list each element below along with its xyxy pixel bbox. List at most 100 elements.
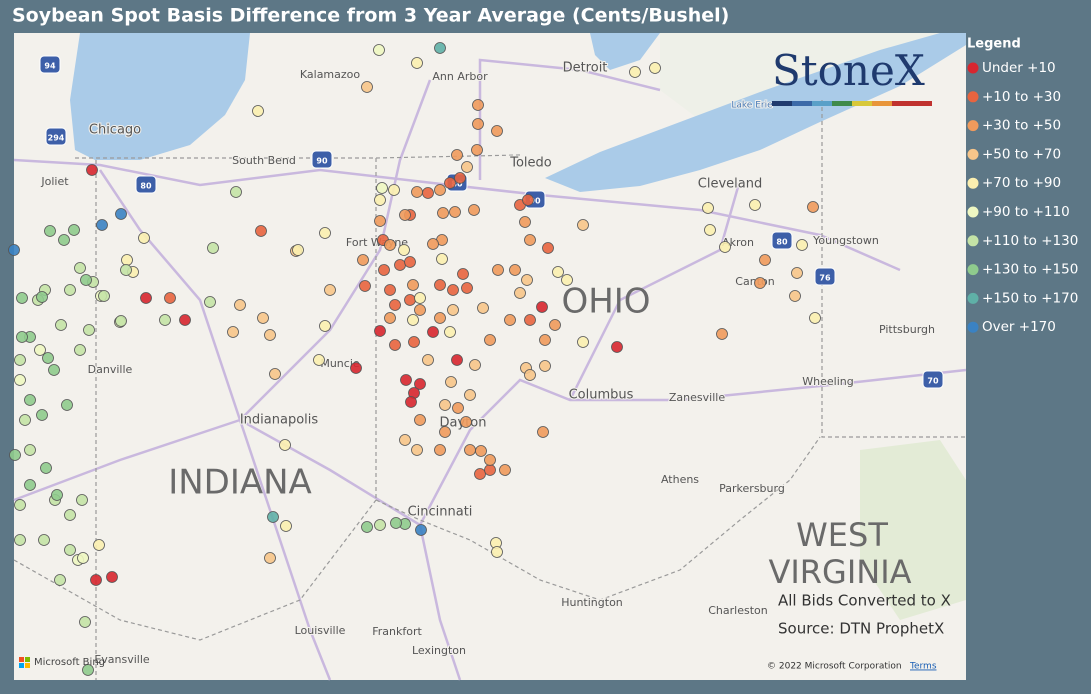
location-marker xyxy=(115,315,127,327)
city-label: Wheeling xyxy=(802,375,853,388)
location-marker xyxy=(319,320,331,332)
highway-number: 76 xyxy=(819,274,831,283)
location-marker xyxy=(519,216,531,228)
location-marker xyxy=(51,489,63,501)
highway-number: 294 xyxy=(48,134,65,143)
location-marker xyxy=(280,520,292,532)
legend-swatch xyxy=(967,62,979,74)
location-marker xyxy=(98,290,110,302)
lake-michigan xyxy=(70,33,250,160)
location-marker xyxy=(234,299,246,311)
legend-label: +70 to +90 xyxy=(982,175,1061,191)
location-marker xyxy=(536,301,548,313)
location-marker xyxy=(61,399,73,411)
location-marker xyxy=(374,215,386,227)
highway-shield xyxy=(311,150,333,169)
location-marker xyxy=(324,284,336,296)
city-label: Joliet xyxy=(40,175,69,188)
lake-erie xyxy=(545,33,966,192)
logo-bar xyxy=(892,101,932,106)
location-marker xyxy=(374,194,386,206)
location-marker xyxy=(14,499,26,511)
legend-swatch xyxy=(967,206,979,218)
location-marker xyxy=(577,219,589,231)
location-marker xyxy=(791,267,803,279)
location-marker xyxy=(611,341,623,353)
location-marker xyxy=(407,314,419,326)
location-marker xyxy=(472,99,484,111)
road xyxy=(568,179,742,401)
location-marker xyxy=(449,206,461,218)
location-marker xyxy=(509,264,521,276)
location-marker xyxy=(64,544,76,556)
map-labels: Chicago Kalamazoo Ann Arbor Detroit South Be… xyxy=(39,55,944,667)
location-marker xyxy=(457,268,469,280)
location-marker xyxy=(207,242,219,254)
location-marker xyxy=(704,224,716,236)
location-marker xyxy=(359,280,371,292)
location-marker xyxy=(444,326,456,338)
highway-shield xyxy=(39,55,61,74)
location-marker xyxy=(484,334,496,346)
bing-logo xyxy=(25,663,30,668)
location-marker xyxy=(16,292,28,304)
legend-label: +150 to +170 xyxy=(982,290,1078,306)
location-marker xyxy=(444,177,456,189)
location-marker xyxy=(427,326,439,338)
location-marker xyxy=(77,552,89,564)
logo-bar xyxy=(772,101,792,106)
location-marker xyxy=(427,238,439,250)
location-marker xyxy=(80,274,92,286)
terms-link[interactable]: Terms xyxy=(909,662,937,672)
location-marker xyxy=(36,291,48,303)
location-marker xyxy=(524,369,536,381)
highway-shield xyxy=(814,267,836,286)
location-marker xyxy=(452,402,464,414)
bing-logo xyxy=(19,663,24,668)
road xyxy=(13,418,241,502)
location-marker xyxy=(390,517,402,529)
terrain xyxy=(70,33,966,620)
location-marker xyxy=(140,292,152,304)
city-label: Pittsburgh xyxy=(879,323,935,336)
road xyxy=(238,419,332,681)
location-marker xyxy=(292,244,304,256)
city-label: Parkersburg xyxy=(719,482,785,495)
legend-swatch xyxy=(967,120,979,132)
location-marker xyxy=(83,324,95,336)
city-label: Toledo xyxy=(509,156,552,171)
location-marker xyxy=(702,202,714,214)
location-marker xyxy=(398,244,410,256)
location-marker xyxy=(414,292,426,304)
logo-bar xyxy=(832,101,852,106)
bing-logo xyxy=(19,657,24,662)
legend-label: +130 to +150 xyxy=(982,262,1078,278)
location-marker xyxy=(514,287,526,299)
location-marker xyxy=(389,339,401,351)
location-marker xyxy=(267,511,279,523)
location-marker xyxy=(521,274,533,286)
location-marker xyxy=(90,574,102,586)
location-marker xyxy=(389,299,401,311)
location-marker xyxy=(414,414,426,426)
state-label: INDIANA xyxy=(168,463,312,503)
markers xyxy=(8,42,821,676)
bing-logo xyxy=(25,657,30,662)
location-marker xyxy=(468,204,480,216)
location-marker xyxy=(55,319,67,331)
location-marker xyxy=(14,534,26,546)
location-marker xyxy=(404,294,416,306)
logo-bar xyxy=(792,101,812,106)
location-marker xyxy=(138,232,150,244)
location-marker xyxy=(9,449,21,461)
location-marker xyxy=(374,325,386,337)
location-marker xyxy=(474,468,486,480)
location-marker xyxy=(454,172,466,184)
location-marker xyxy=(542,242,554,254)
location-marker xyxy=(34,344,46,356)
legend-label: +110 to +130 xyxy=(982,233,1078,249)
location-marker xyxy=(405,396,417,408)
location-marker xyxy=(451,149,463,161)
location-marker xyxy=(411,57,423,69)
